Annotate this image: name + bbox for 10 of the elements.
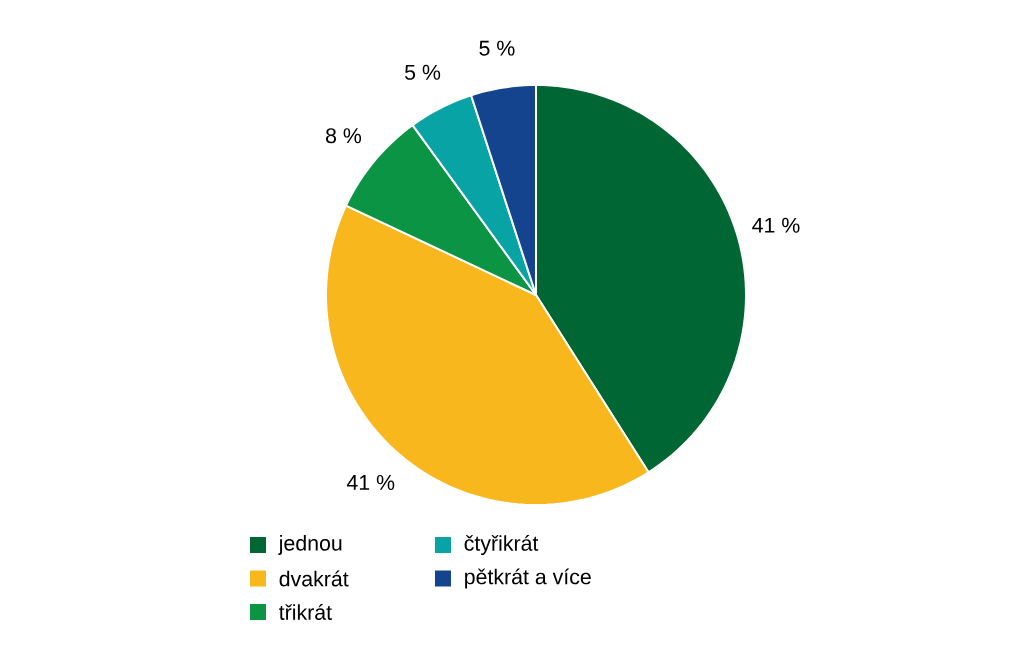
legend-label: pětkrát a více bbox=[465, 568, 591, 589]
legend-label: čtyřikrát bbox=[464, 534, 539, 556]
data-label: 41 % bbox=[346, 474, 395, 490]
legend-label: jednou bbox=[278, 535, 342, 555]
data-label: 8 % bbox=[325, 128, 362, 144]
data-label: 41 % bbox=[752, 217, 800, 233]
data-label: 5 % bbox=[479, 40, 515, 56]
legend-label: dvakrát bbox=[279, 570, 349, 587]
data-label: 5 % bbox=[405, 64, 441, 80]
legend-label: třikrát bbox=[279, 604, 332, 620]
